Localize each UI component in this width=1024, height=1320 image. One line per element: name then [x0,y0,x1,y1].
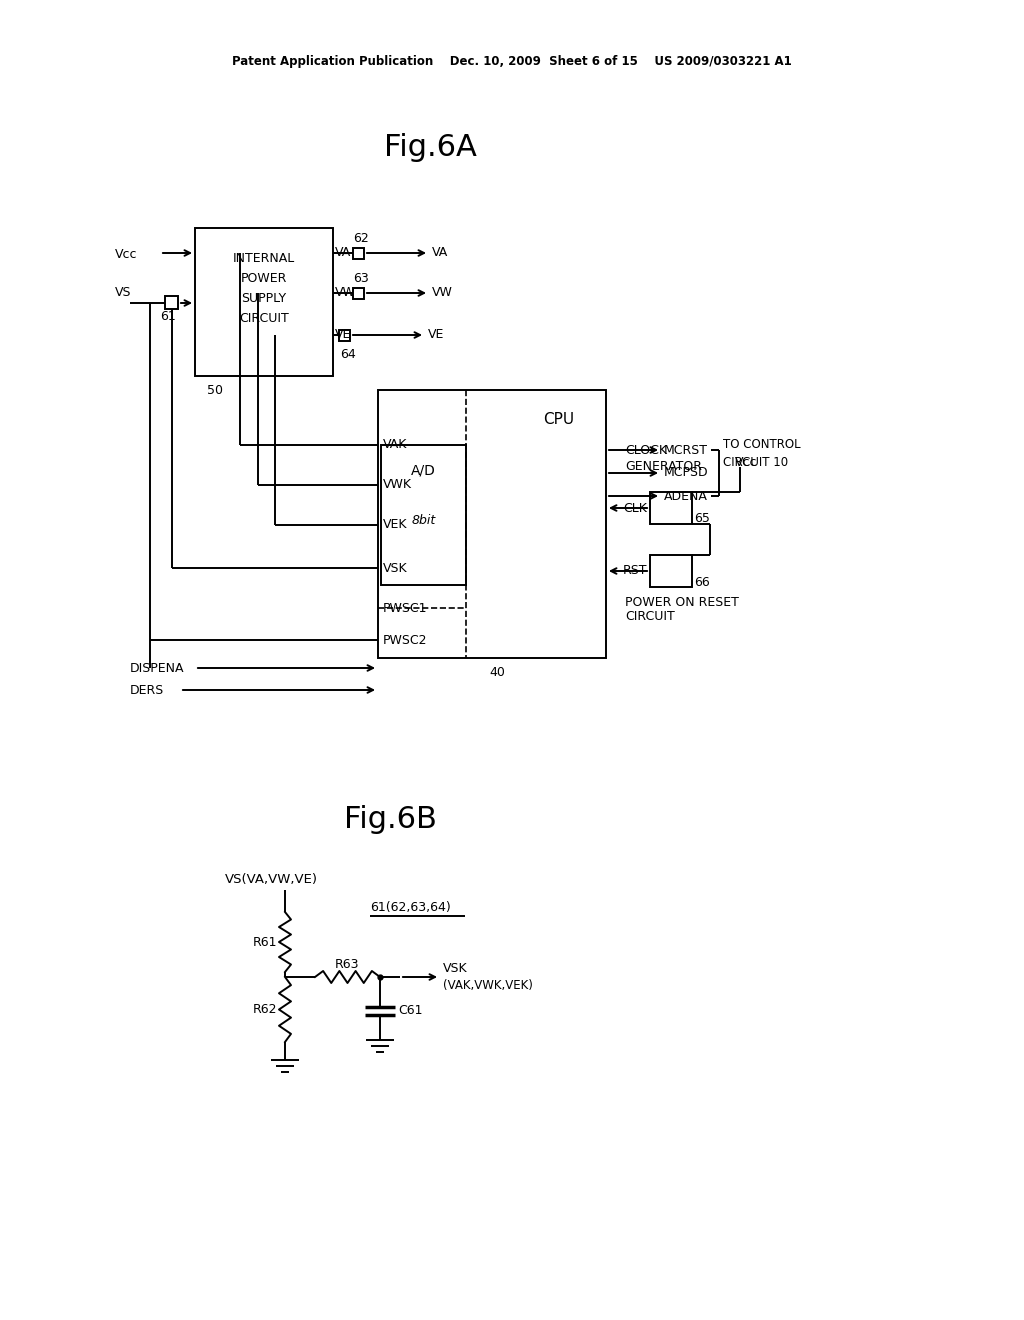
Text: VSK: VSK [383,561,408,574]
Text: VA: VA [432,247,449,260]
Text: DISPENA: DISPENA [130,661,184,675]
Text: VE: VE [428,329,444,342]
Text: 61(62,63,64): 61(62,63,64) [370,902,451,915]
Text: CIRCUIT 10: CIRCUIT 10 [723,455,788,469]
Text: CIRCUIT: CIRCUIT [240,312,289,325]
Text: VAK: VAK [383,438,408,451]
Text: 63: 63 [353,272,369,285]
Text: MCPSD: MCPSD [664,466,709,479]
Text: C61: C61 [398,1005,423,1018]
Text: RST: RST [623,565,647,578]
Bar [378,389,606,657]
Text: VEK: VEK [383,519,408,532]
Text: ADENA: ADENA [664,490,708,503]
Text: Fig.6B: Fig.6B [344,805,436,834]
Text: Vcc: Vcc [115,248,137,260]
Text: R61: R61 [253,936,278,949]
Text: 40: 40 [489,667,505,680]
Text: Fig.6A: Fig.6A [384,133,476,162]
Text: PWSC1: PWSC1 [383,602,427,615]
Text: CLK: CLK [624,502,647,515]
Text: SUPPLY: SUPPLY [242,292,287,305]
Text: MCRST: MCRST [664,444,708,457]
Bar [165,296,178,309]
Text: VS: VS [115,286,131,300]
Text: CLOCK: CLOCK [625,444,667,457]
Text: 66: 66 [694,576,710,589]
Text: VE: VE [335,329,351,342]
Text: 64: 64 [340,348,355,362]
Text: TO CONTROL: TO CONTROL [723,438,801,451]
Text: 8bit: 8bit [412,513,435,527]
Text: VW: VW [335,285,356,298]
Text: CIRCUIT: CIRCUIT [625,610,675,623]
Text: CPU: CPU [544,412,574,428]
Bar [353,248,364,259]
Text: PWSC2: PWSC2 [383,634,427,647]
Text: INTERNAL: INTERNAL [232,252,295,264]
Text: Patent Application Publication    Dec. 10, 2009  Sheet 6 of 15    US 2009/030322: Patent Application Publication Dec. 10, … [232,55,792,69]
Text: R63: R63 [335,958,359,972]
Text: 61: 61 [160,310,176,323]
Text: VW: VW [432,286,453,300]
Text: Vcc: Vcc [735,455,758,469]
Text: VWK: VWK [383,479,412,491]
Text: VA: VA [335,247,351,260]
Bar [381,445,466,585]
Text: GENERATOR: GENERATOR [625,461,702,474]
Text: 62: 62 [353,232,369,246]
Bar [650,492,692,524]
Text: 65: 65 [694,512,710,525]
Text: R62: R62 [253,1003,278,1016]
Text: (VAK,VWK,VEK): (VAK,VWK,VEK) [443,978,532,991]
Text: VSK: VSK [443,962,468,975]
Text: 50: 50 [207,384,223,397]
Bar [353,288,364,298]
Text: VS(VA,VW,VE): VS(VA,VW,VE) [225,874,318,887]
Text: POWER ON RESET: POWER ON RESET [625,595,739,609]
Bar [195,228,333,376]
Bar [650,554,692,587]
Text: POWER: POWER [241,272,287,285]
Text: DERS: DERS [130,684,164,697]
Text: A/D: A/D [411,463,436,477]
Bar [339,330,350,341]
